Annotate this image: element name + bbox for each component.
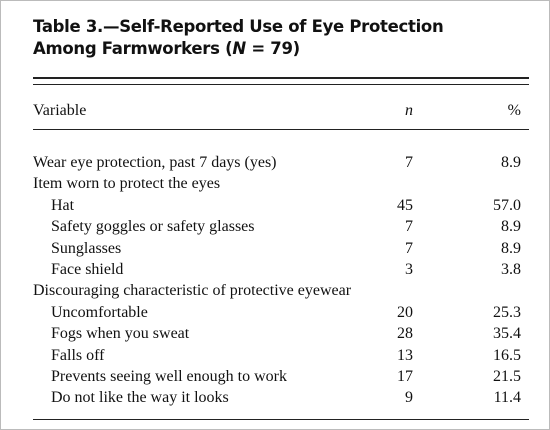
cell-n: 7 <box>405 239 413 257</box>
rule <box>33 129 529 130</box>
row-label: Fogs when you sweat <box>51 325 190 343</box>
cell-n: 9 <box>405 389 413 407</box>
cell-n: 13 <box>397 346 413 364</box>
cell-n: 28 <box>397 325 413 343</box>
row-label: Discouraging characteristic of protectiv… <box>33 282 352 300</box>
row-label: Uncomfortable <box>51 303 148 321</box>
cell-n: 17 <box>397 368 413 385</box>
row-label: Face shield <box>51 261 124 278</box>
cell-pct: 11.4 <box>493 389 521 407</box>
row-label: Falls off <box>51 346 105 364</box>
rule <box>33 84 529 85</box>
row-label: Prevents seeing well enough to work <box>51 368 287 385</box>
cell-pct: 8.9 <box>501 218 521 236</box>
title-text: N <box>232 39 246 58</box>
column-header: Variable <box>33 102 87 119</box>
column-header: n <box>405 102 413 119</box>
title: Among Farmworkers (N = 79) <box>33 39 300 58</box>
cell-n: 7 <box>405 218 413 236</box>
rule <box>33 77 529 79</box>
title-text: = 79) <box>245 39 300 58</box>
row-label: Safety goggles or safety glasses <box>51 218 255 236</box>
cell-pct: 8.9 <box>501 239 521 257</box>
cell-pct: 25.3 <box>493 303 521 321</box>
cell-pct: 3.8 <box>501 261 521 278</box>
row-label: Item worn to protect the eyes <box>33 175 221 193</box>
column-header: % <box>507 102 521 119</box>
title-text: Among Farmworkers ( <box>33 39 233 58</box>
cell-n: 7 <box>405 154 413 171</box>
cell-n: 45 <box>397 196 413 214</box>
row-label: Hat <box>51 196 75 214</box>
row-label: Wear eye protection, past 7 days (yes) <box>33 154 277 171</box>
cell-pct: 35.4 <box>493 325 521 343</box>
cell-pct: 8.9 <box>501 154 521 171</box>
cell-n: 3 <box>405 261 413 278</box>
cell-pct: 16.5 <box>493 346 521 364</box>
rule <box>33 419 529 420</box>
cell-pct: 57.0 <box>493 196 521 214</box>
cell-n: 20 <box>397 303 413 321</box>
cell-pct: 21.5 <box>493 368 521 385</box>
title: Table 3.—Self-Reported Use of Eye Protec… <box>33 17 444 36</box>
row-label: Sunglasses <box>51 239 122 257</box>
row-label: Do not like the way it looks <box>51 389 229 407</box>
